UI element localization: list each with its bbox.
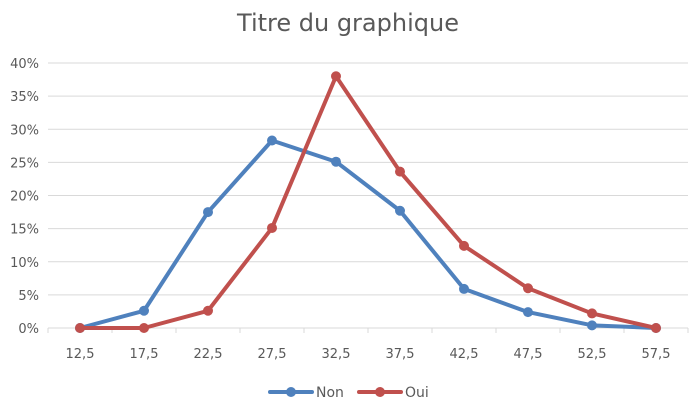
x-tick-label: 52,5 — [578, 347, 607, 362]
series-line-non — [78, 138, 658, 330]
series-oui — [75, 71, 661, 333]
series-non — [75, 135, 661, 333]
series-lines — [75, 71, 661, 333]
legend-item-non: Non — [268, 385, 344, 401]
y-tick-label: 15% — [10, 223, 39, 238]
data-point-oui — [267, 222, 277, 233]
data-point-non — [139, 305, 149, 316]
legend-marker-oui — [375, 387, 385, 397]
series-line-oui — [78, 74, 658, 330]
data-point-non — [203, 207, 213, 218]
x-tick-label: 42,5 — [450, 347, 479, 362]
data-point-non — [523, 307, 533, 318]
data-point-non — [267, 135, 277, 146]
y-tick-label: 25% — [10, 156, 39, 171]
legend-label-non: Non — [316, 385, 344, 401]
y-tick-label: 0% — [18, 322, 39, 337]
data-point-oui — [203, 305, 213, 316]
data-point-oui — [523, 283, 533, 294]
x-tick-label: 17,5 — [130, 347, 159, 362]
data-point-non — [331, 156, 341, 167]
data-point-oui — [331, 71, 341, 82]
x-tick-label: 47,5 — [514, 347, 543, 362]
data-point-oui — [139, 323, 149, 333]
data-point-oui — [75, 323, 85, 333]
legend-item-oui: Oui — [357, 385, 429, 401]
y-tick-label: 35% — [10, 90, 39, 105]
legend-label-oui: Oui — [405, 385, 429, 401]
gridlines — [48, 62, 688, 296]
chart-title: Titre du graphique — [236, 9, 459, 37]
x-tick-label: 32,5 — [322, 347, 351, 362]
y-tick-label: 40% — [10, 57, 39, 72]
data-point-non — [395, 205, 405, 216]
x-tick-label: 27,5 — [258, 347, 287, 362]
y-axis: 0% 5% 10% 15% 20% 25% 30% 35% 40% — [10, 57, 39, 337]
x-tick-label: 57,5 — [642, 347, 671, 362]
legend-marker-non — [286, 387, 296, 397]
data-point-oui — [395, 166, 405, 177]
y-tick-label: 30% — [10, 123, 39, 138]
y-tick-label: 10% — [10, 256, 39, 271]
data-point-non — [459, 283, 469, 294]
x-tick-label: 37,5 — [386, 347, 415, 362]
data-point-non — [587, 320, 597, 331]
x-axis: 12,5 17,5 22,5 27,5 32,5 37,5 42,5 47,5 52,5 57,5 — [47, 327, 689, 362]
data-point-oui — [587, 308, 597, 319]
x-tick-label: 22,5 — [194, 347, 223, 362]
data-point-oui — [651, 323, 661, 333]
x-tick-label: 12,5 — [66, 347, 95, 362]
y-tick-label: 5% — [18, 289, 39, 304]
y-tick-label: 20% — [10, 190, 39, 205]
legend: Non Oui — [268, 385, 429, 401]
data-point-oui — [459, 240, 469, 251]
